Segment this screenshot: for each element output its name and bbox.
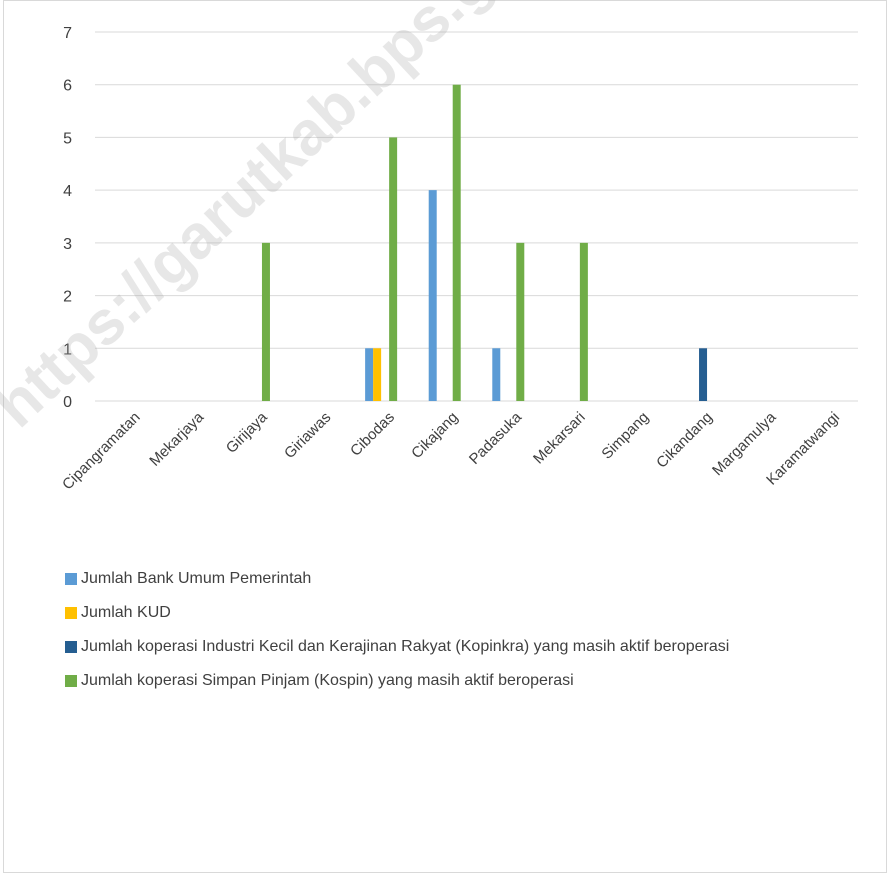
legend-label: Jumlah KUD <box>81 604 171 621</box>
legend-swatch <box>65 675 77 687</box>
legend-label: Jumlah koperasi Simpan Pinjam (Kospin) y… <box>81 672 574 689</box>
x-tick-label: Giriawas <box>281 409 334 462</box>
y-tick-label: 7 <box>63 25 72 42</box>
legend-swatch <box>65 641 77 653</box>
legend-item: Jumlah KUD <box>60 602 860 624</box>
y-tick-label: 3 <box>63 236 72 253</box>
legend-swatch <box>65 607 77 619</box>
y-tick-label: 6 <box>63 78 72 95</box>
y-tick-label: 2 <box>63 289 72 306</box>
y-tick-label: 4 <box>63 183 72 200</box>
legend-item: Jumlah koperasi Simpan Pinjam (Kospin) y… <box>60 670 860 692</box>
x-tick-label: Padasuka <box>466 408 526 468</box>
legend-item: Jumlah Bank Umum Pemerintah <box>60 568 860 590</box>
x-tick-label: Margamulya <box>709 408 780 479</box>
bar-chart: 0 1 2 3 4 5 6 7 Cipangramatan Mekarjaya Girijaya G… <box>59 25 858 493</box>
bar <box>373 348 382 401</box>
y-tick-label: 5 <box>63 130 72 147</box>
legend-label: Jumlah Bank Umum Pemerintah <box>81 570 312 587</box>
y-tick-label: 0 <box>63 394 72 411</box>
x-tick-label: Girijaya <box>223 408 271 456</box>
x-tick-label: Cikajang <box>408 409 461 462</box>
bar <box>389 137 398 401</box>
legend-label: Jumlah koperasi Industri Kecil dan Keraj… <box>81 638 730 655</box>
legend-item: Jumlah koperasi Industri Kecil dan Keraj… <box>60 636 860 658</box>
x-tick-label: Simpang <box>598 409 652 463</box>
bar <box>261 242 270 401</box>
x-tick-label: Cipangramatan <box>59 409 144 494</box>
y-tick-label: 1 <box>63 341 72 358</box>
bar <box>579 242 588 401</box>
bar <box>699 348 708 401</box>
legend: Jumlah Bank Umum Pemerintah Jumlah KUD Jum… <box>60 568 860 704</box>
x-tick-label: Mekarjaya <box>146 408 207 469</box>
x-axis: Cipangramatan Mekarjaya Girijaya Giriawas Ci… <box>59 408 843 493</box>
bar <box>492 348 501 401</box>
y-axis: 0 1 2 3 4 5 6 7 <box>63 25 72 411</box>
bar <box>428 190 437 401</box>
legend-swatch <box>65 573 77 585</box>
bars <box>261 84 708 401</box>
x-tick-label: Cikandang <box>653 409 716 472</box>
bar <box>365 348 374 401</box>
chart-frame <box>3 0 887 873</box>
x-tick-label: Cibodas <box>347 409 398 460</box>
gridlines <box>95 31 858 402</box>
bar <box>516 242 525 401</box>
x-tick-label: Mekarsari <box>530 409 589 468</box>
bar <box>452 84 461 401</box>
